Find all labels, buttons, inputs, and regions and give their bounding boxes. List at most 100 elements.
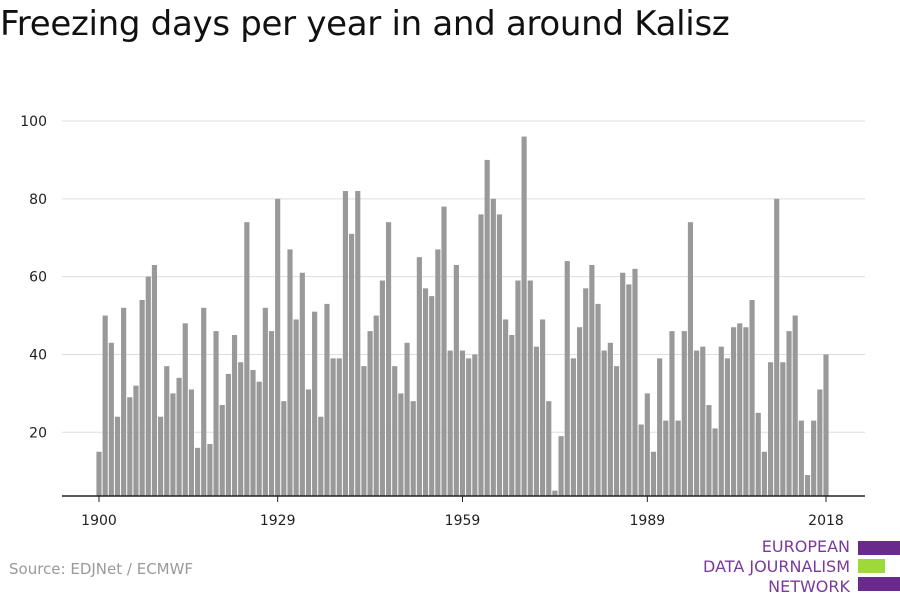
bar-1996	[687, 222, 694, 496]
y-axis-labels: 20 40 60 80 100	[20, 114, 47, 441]
bar-1943	[361, 366, 367, 496]
y-tick-label: 60	[29, 270, 47, 286]
bar-1967	[509, 335, 515, 496]
bar-1920	[219, 405, 225, 496]
bar-1931	[287, 249, 293, 496]
bar-1995	[681, 331, 687, 496]
bar-1946	[379, 280, 385, 496]
bar-1904	[121, 307, 127, 496]
bar-1994	[675, 420, 681, 496]
bar-1924	[244, 222, 250, 496]
bar-1906	[133, 385, 139, 496]
x-tick-label: 1959	[445, 513, 481, 529]
bar-1902	[108, 342, 114, 496]
x-tick-label: 2018	[808, 513, 844, 529]
bar-1982	[601, 350, 607, 496]
bar-2013	[792, 315, 798, 496]
bar-1909	[151, 264, 158, 496]
bar-2014	[798, 420, 804, 496]
bar-1938	[330, 358, 336, 496]
bar-1991	[657, 358, 663, 496]
bar-1910	[158, 416, 164, 496]
bar-1961	[472, 354, 478, 496]
bar-1922	[231, 335, 238, 496]
bar-1930	[281, 401, 287, 496]
bar-1918	[207, 443, 213, 496]
bar-1911	[164, 366, 170, 496]
y-tick-label: 100	[20, 114, 47, 130]
bar-1992	[663, 420, 669, 496]
bar-2011	[780, 362, 786, 496]
bar-2017	[817, 389, 823, 496]
bar-1937	[324, 303, 330, 496]
edjnet-logo: EUROPEAN DATA JOURNALISM NETWORK	[700, 537, 900, 597]
bar-1919	[213, 331, 219, 496]
bar-1923	[238, 362, 244, 496]
bar-2009	[767, 362, 774, 496]
bar-1963	[484, 159, 490, 496]
bar-2000	[712, 428, 718, 496]
bar-1974	[552, 490, 558, 496]
logo-bar-middle	[858, 559, 885, 573]
bar-1965	[496, 214, 503, 496]
bar-1981	[595, 303, 601, 496]
y-tick-label: 20	[29, 425, 47, 441]
bar-1986	[626, 284, 632, 496]
bar-1954	[429, 296, 435, 496]
bar-1970	[527, 280, 533, 496]
bar-1973	[546, 401, 552, 496]
bar-1962	[478, 214, 484, 496]
source-note: Source: EDJNet / ECMWF	[9, 560, 194, 578]
bar-1956	[441, 206, 447, 496]
x-axis	[62, 495, 865, 502]
bar-1900	[96, 451, 102, 496]
bar-1944	[367, 331, 373, 496]
bar-1940	[342, 191, 349, 496]
bar-1915	[188, 389, 194, 496]
bar-1984	[613, 366, 620, 496]
bar-1975	[558, 436, 564, 496]
bar-1958	[453, 264, 459, 496]
bar-2001	[718, 346, 724, 496]
y-tick-label: 80	[29, 192, 47, 208]
bar-1936	[318, 416, 324, 496]
bar-1901	[102, 315, 108, 496]
bar-1908	[145, 276, 151, 496]
bar-1926	[256, 381, 262, 496]
bar-2003	[731, 327, 737, 496]
bar-1951	[410, 401, 416, 496]
logo-line-network: NETWORK	[768, 577, 850, 596]
chart-title: Freezing days per year in and around Kal…	[0, 4, 730, 44]
bar-1955	[435, 249, 441, 496]
y-tick-label: 40	[29, 347, 47, 363]
x-tick-label: 1989	[630, 513, 666, 529]
bar-1993	[669, 331, 675, 496]
x-axis-labels: 1900 1929 1959 1989 2018	[81, 513, 844, 529]
bar-1968	[515, 280, 521, 496]
bar-1941	[349, 233, 355, 496]
bar-2008	[761, 451, 767, 496]
bar-1929	[275, 198, 281, 496]
bar-1914	[182, 323, 188, 496]
bar-1985	[620, 272, 626, 496]
bar-1903	[114, 416, 121, 496]
bar-1997	[694, 350, 700, 496]
bar-2007	[755, 412, 761, 496]
bar-1979	[583, 288, 589, 496]
bar-1959	[459, 350, 466, 496]
bar-1907	[139, 299, 145, 496]
bar-1912	[170, 393, 176, 496]
bar-1916	[194, 447, 201, 496]
bar-1932	[293, 319, 299, 496]
bar-1935	[312, 311, 318, 496]
bar-1978	[576, 327, 583, 496]
bar-1987	[632, 268, 638, 496]
bar-1925	[250, 370, 256, 496]
logo-line-european: EUROPEAN	[761, 537, 850, 556]
bar-1988	[638, 424, 644, 496]
bar-2004	[737, 323, 743, 496]
bars-group	[96, 136, 829, 496]
bar-2018	[823, 354, 829, 496]
bar-1998	[700, 346, 706, 496]
